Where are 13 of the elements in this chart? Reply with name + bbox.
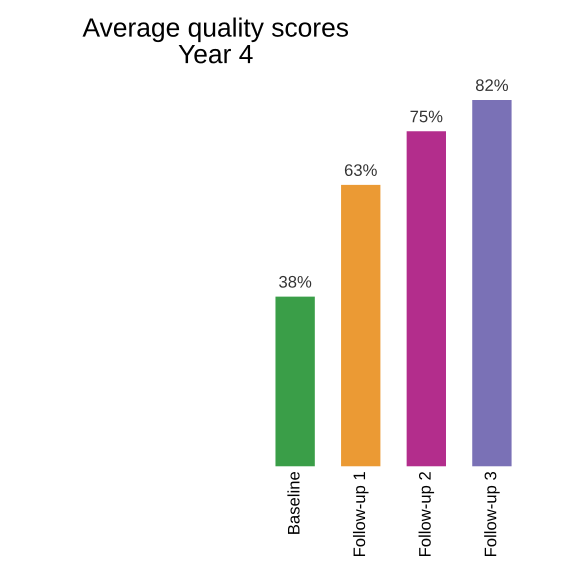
x-tick-label: Follow-up 3: [484, 472, 500, 556]
bar: [275, 296, 315, 466]
bar: [472, 100, 512, 466]
bar: [406, 131, 446, 466]
chart-title: Average quality scores Year 4: [82, 17, 348, 64]
x-tick-label: Follow-up 1: [352, 472, 368, 556]
data-label: 75%: [410, 110, 442, 122]
bar: [341, 184, 380, 466]
x-tick-label: Follow-up 2: [418, 472, 434, 556]
data-label: 82%: [476, 79, 508, 92]
x-tick-label: Baseline: [287, 472, 300, 534]
data-label: 63%: [344, 164, 377, 176]
data-label: 38%: [279, 276, 312, 288]
